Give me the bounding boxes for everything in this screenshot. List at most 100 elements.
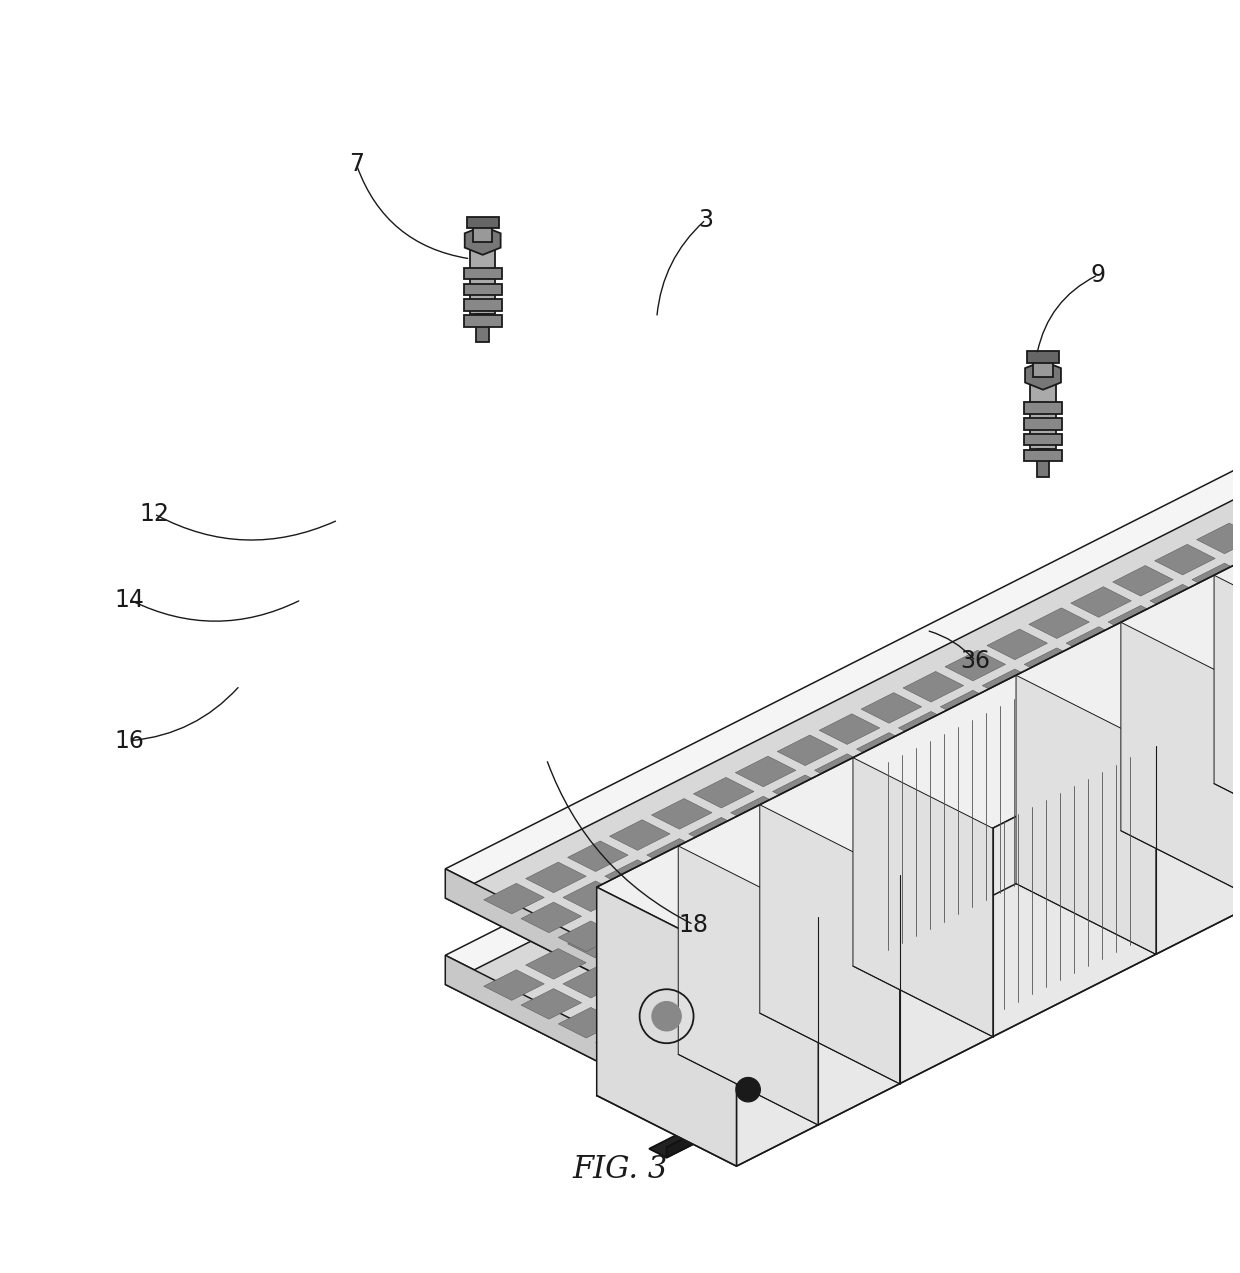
Polygon shape xyxy=(1056,793,1117,824)
FancyBboxPatch shape xyxy=(464,267,502,279)
Polygon shape xyxy=(968,876,1029,906)
Polygon shape xyxy=(1154,630,1215,662)
Polygon shape xyxy=(610,820,670,850)
Polygon shape xyxy=(725,923,786,953)
Polygon shape xyxy=(777,735,838,765)
Polygon shape xyxy=(1187,603,1240,634)
Polygon shape xyxy=(1225,709,1240,740)
Polygon shape xyxy=(722,876,782,906)
Polygon shape xyxy=(982,670,1043,700)
Polygon shape xyxy=(768,815,828,845)
Polygon shape xyxy=(693,864,754,895)
Polygon shape xyxy=(1029,694,1090,724)
Polygon shape xyxy=(1109,693,1168,723)
Polygon shape xyxy=(1025,362,1061,390)
Polygon shape xyxy=(630,636,1240,1120)
Polygon shape xyxy=(688,817,749,848)
Polygon shape xyxy=(1229,582,1240,612)
Polygon shape xyxy=(445,869,655,1004)
Polygon shape xyxy=(810,794,870,825)
Polygon shape xyxy=(847,812,908,843)
FancyBboxPatch shape xyxy=(464,284,502,294)
Polygon shape xyxy=(861,693,921,723)
FancyBboxPatch shape xyxy=(474,220,492,242)
Polygon shape xyxy=(759,895,820,925)
FancyBboxPatch shape xyxy=(1024,451,1063,461)
Polygon shape xyxy=(1220,749,1240,779)
Polygon shape xyxy=(651,885,712,915)
Circle shape xyxy=(652,1002,681,1031)
Polygon shape xyxy=(1109,606,1168,636)
Text: 9: 9 xyxy=(1091,262,1106,286)
Polygon shape xyxy=(1192,649,1240,680)
Polygon shape xyxy=(889,878,950,909)
Polygon shape xyxy=(1066,626,1127,657)
Polygon shape xyxy=(852,773,913,803)
Polygon shape xyxy=(940,690,1001,721)
Polygon shape xyxy=(1141,665,1202,695)
Polygon shape xyxy=(651,798,712,829)
Polygon shape xyxy=(684,943,745,974)
Polygon shape xyxy=(773,775,833,806)
Polygon shape xyxy=(1197,610,1240,640)
FancyBboxPatch shape xyxy=(1037,448,1049,477)
Polygon shape xyxy=(642,965,703,995)
Polygon shape xyxy=(1011,768,1071,798)
Polygon shape xyxy=(1016,675,1156,955)
Polygon shape xyxy=(931,857,992,887)
Polygon shape xyxy=(1141,751,1202,782)
Polygon shape xyxy=(1099,686,1159,717)
Polygon shape xyxy=(484,883,544,914)
Polygon shape xyxy=(647,839,707,869)
Polygon shape xyxy=(1121,622,1240,901)
Polygon shape xyxy=(642,878,703,909)
Polygon shape xyxy=(1149,584,1210,615)
Polygon shape xyxy=(936,731,996,761)
Polygon shape xyxy=(884,831,945,862)
Polygon shape xyxy=(730,882,791,913)
Polygon shape xyxy=(667,689,1240,1157)
Text: 12: 12 xyxy=(139,502,169,526)
Polygon shape xyxy=(853,757,993,1036)
Polygon shape xyxy=(730,796,791,827)
Polygon shape xyxy=(1011,854,1071,885)
Polygon shape xyxy=(1187,690,1240,721)
Polygon shape xyxy=(680,897,740,928)
Polygon shape xyxy=(777,821,838,852)
Polygon shape xyxy=(1178,684,1239,714)
FancyBboxPatch shape xyxy=(470,243,496,313)
Polygon shape xyxy=(760,805,899,1083)
Polygon shape xyxy=(1099,771,1159,802)
Polygon shape xyxy=(903,671,963,701)
Polygon shape xyxy=(815,754,875,784)
Polygon shape xyxy=(1053,747,1112,778)
Polygon shape xyxy=(1149,671,1210,701)
Polygon shape xyxy=(632,959,693,989)
Polygon shape xyxy=(977,709,1038,740)
Polygon shape xyxy=(521,903,582,933)
Polygon shape xyxy=(1024,735,1085,765)
Polygon shape xyxy=(1066,713,1127,743)
Polygon shape xyxy=(595,1026,656,1057)
Polygon shape xyxy=(1234,629,1240,659)
Polygon shape xyxy=(568,928,629,959)
Polygon shape xyxy=(1220,662,1240,693)
Polygon shape xyxy=(847,899,908,929)
Polygon shape xyxy=(445,439,1240,1004)
Polygon shape xyxy=(693,778,754,808)
Polygon shape xyxy=(722,962,782,993)
Polygon shape xyxy=(1214,575,1240,854)
Polygon shape xyxy=(600,900,661,931)
Polygon shape xyxy=(445,955,655,1091)
Polygon shape xyxy=(1178,770,1239,801)
Polygon shape xyxy=(649,690,1240,1157)
Text: 7: 7 xyxy=(348,153,363,177)
Polygon shape xyxy=(903,757,963,788)
Polygon shape xyxy=(725,836,786,867)
Polygon shape xyxy=(675,1023,735,1054)
Polygon shape xyxy=(644,518,1240,978)
FancyBboxPatch shape xyxy=(1027,351,1059,363)
Polygon shape xyxy=(899,712,959,742)
Polygon shape xyxy=(684,858,745,889)
FancyBboxPatch shape xyxy=(464,316,502,327)
